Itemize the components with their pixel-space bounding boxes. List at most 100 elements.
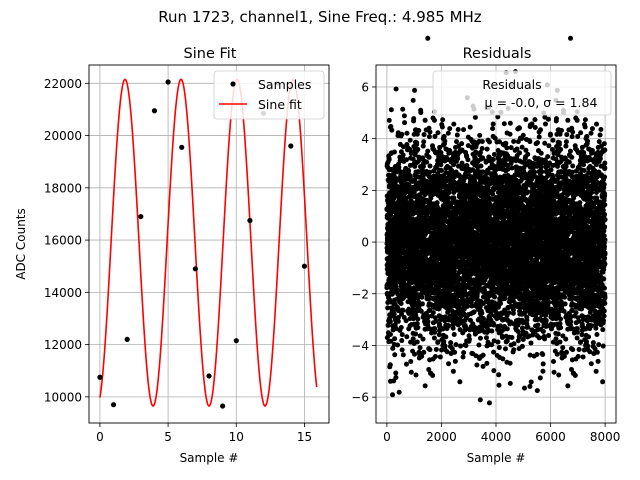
residual-point xyxy=(427,169,433,175)
residual-point xyxy=(445,130,451,136)
residual-point xyxy=(509,335,515,341)
residual-point xyxy=(486,400,492,406)
residual-point xyxy=(399,131,405,137)
residual-point xyxy=(412,87,418,93)
residual-point xyxy=(433,346,439,352)
residual-point xyxy=(436,332,442,338)
sine-fit-xtick-label: 10 xyxy=(229,430,244,444)
residual-point xyxy=(427,129,433,135)
residual-point xyxy=(440,326,446,332)
residual-point xyxy=(430,372,436,378)
residual-point xyxy=(479,138,485,144)
sine-fit-axes-frame xyxy=(88,64,330,424)
residual-point xyxy=(484,146,490,152)
residual-point xyxy=(393,370,399,376)
legend-samples-marker xyxy=(230,81,236,87)
sine-fit-legend: Samples Sine fit xyxy=(213,70,325,120)
residual-point xyxy=(477,132,483,138)
sample-point xyxy=(301,263,308,269)
residual-point xyxy=(451,331,457,337)
residual-point xyxy=(424,212,430,218)
residual-point xyxy=(403,361,409,367)
residual-point xyxy=(427,163,433,169)
residual-point xyxy=(450,368,456,374)
sample-point xyxy=(206,373,212,379)
residual-point xyxy=(490,121,496,127)
residual-point xyxy=(486,139,492,145)
residual-point xyxy=(401,113,407,119)
residual-point xyxy=(411,302,417,308)
residual-point xyxy=(400,352,406,358)
residual-point xyxy=(400,307,406,313)
residual-point xyxy=(420,336,426,342)
residual-point xyxy=(498,300,504,306)
residual-point xyxy=(426,134,432,140)
residual-point xyxy=(387,332,393,338)
residual-point xyxy=(414,321,420,327)
residual-point xyxy=(496,382,502,388)
sample-point xyxy=(220,403,226,409)
residual-point xyxy=(425,315,431,321)
residual-point xyxy=(388,338,394,344)
sine-fit-ytick-label: 22000 xyxy=(44,77,82,91)
residual-point xyxy=(403,157,409,163)
residual-point xyxy=(402,120,408,126)
residual-point xyxy=(432,353,438,359)
residual-point xyxy=(435,339,441,345)
residual-point xyxy=(427,307,433,313)
residual-point xyxy=(484,360,490,366)
sine-fit-ytick-label: 16000 xyxy=(44,234,82,248)
sine-fit-ytick-label: 20000 xyxy=(44,129,82,143)
residual-point xyxy=(431,117,437,123)
sample-point xyxy=(288,143,294,149)
residual-point xyxy=(392,322,398,328)
residual-point xyxy=(495,339,501,345)
residual-point xyxy=(404,334,410,340)
sine-fit-ytick-label: 18000 xyxy=(44,181,82,195)
residual-point xyxy=(407,147,413,153)
residual-point xyxy=(510,307,516,313)
residual-point xyxy=(425,322,431,328)
residual-point xyxy=(415,184,421,190)
residual-point xyxy=(433,318,439,324)
residual-point xyxy=(467,124,473,130)
residual-point xyxy=(439,124,445,130)
residual-point xyxy=(415,316,421,322)
residual-point xyxy=(393,283,399,289)
residual-point xyxy=(418,110,424,116)
residual-point xyxy=(399,338,405,344)
residual-point xyxy=(447,126,453,132)
residual-point xyxy=(427,347,433,353)
residual-point xyxy=(412,351,418,357)
residual-point xyxy=(442,343,448,349)
residual-point xyxy=(428,285,434,291)
residual-point xyxy=(474,362,480,368)
residual-point xyxy=(483,335,489,341)
residual-point xyxy=(438,150,444,156)
residual-point xyxy=(454,132,460,138)
residual-point xyxy=(389,127,395,133)
residual-point xyxy=(455,127,461,133)
residual-point xyxy=(399,347,405,353)
residual-point xyxy=(489,328,495,334)
residual-point xyxy=(501,121,507,127)
sine-fit-ylabel: ADC Counts xyxy=(14,208,28,280)
residual-point xyxy=(415,146,421,152)
residual-point xyxy=(452,349,458,355)
residual-point xyxy=(393,86,399,92)
sine-fit-xtick-label: 0 xyxy=(96,430,104,444)
residual-point xyxy=(476,342,482,348)
residual-point xyxy=(507,380,513,386)
residual-point xyxy=(471,309,477,315)
residual-point xyxy=(413,372,419,378)
residual-point xyxy=(432,329,438,335)
residual-point xyxy=(420,163,426,169)
sine-fit-ytick-label: 12000 xyxy=(44,338,82,352)
sine-fit-ytick-label: 14000 xyxy=(44,286,82,300)
residual-point xyxy=(395,342,401,348)
residual-point xyxy=(388,107,394,113)
residual-point xyxy=(421,139,427,145)
residuals-title: Residuals xyxy=(463,46,532,62)
residual-point xyxy=(419,353,425,359)
